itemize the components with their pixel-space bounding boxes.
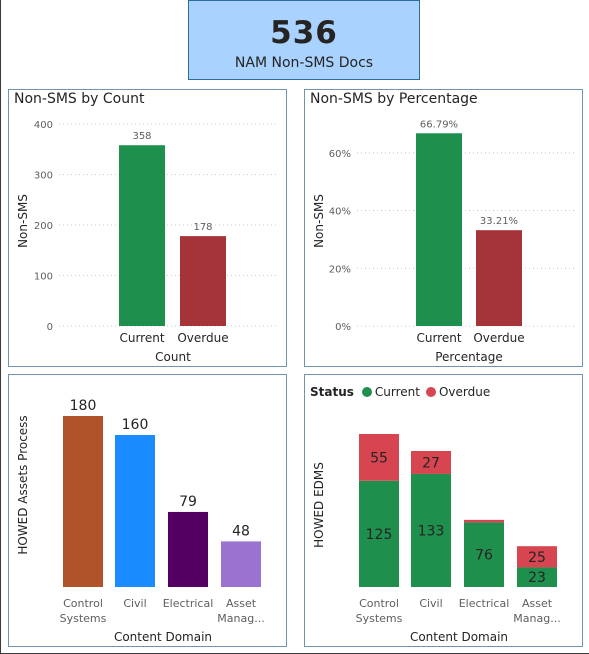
kpi-card[interactable]: 536 NAM Non-SMS Docs bbox=[188, 0, 420, 80]
bar-current bbox=[416, 133, 462, 326]
data-label-overdue: 25 bbox=[528, 550, 546, 566]
data-label: 358 bbox=[132, 131, 151, 142]
bar-current bbox=[411, 473, 451, 587]
x-tick-label: Civil bbox=[419, 597, 442, 610]
x-tick-label: Manag... bbox=[513, 612, 560, 625]
bar-current bbox=[517, 567, 557, 587]
chart-panel-assets[interactable]: 180 Control Systems 160 Civil 79 Electrical 48 A… bbox=[8, 374, 287, 647]
y-tick-label: 400 bbox=[34, 120, 53, 131]
x-tick-label: Civil bbox=[123, 597, 146, 610]
y-axis-title: HOWED EDMS bbox=[312, 462, 326, 548]
chart-panel-percentage[interactable]: Non-SMS by Percentage 0% 20% 40% 60% 66.79% C… bbox=[304, 89, 583, 367]
legend-overdue-dot bbox=[425, 387, 436, 397]
y-tick-label: 0% bbox=[335, 322, 351, 333]
chart-legend: Status Current Overdue bbox=[310, 385, 494, 399]
y-tick-label: 0 bbox=[47, 322, 53, 333]
y-axis-title: Non-SMS bbox=[312, 194, 326, 248]
x-tick-label: Asset bbox=[522, 597, 553, 610]
x-tick-label: Overdue bbox=[177, 331, 228, 345]
kpi-label: NAM Non-SMS Docs bbox=[234, 55, 374, 71]
data-label-current: 76 bbox=[475, 548, 493, 564]
chart-title: Non-SMS by Count bbox=[14, 91, 145, 107]
bar-overdue bbox=[180, 236, 226, 326]
chart-edms-svg: 125 55 Control Systems 133 27 Civil 76 Electrica… bbox=[312, 434, 561, 644]
y-tick-label: 300 bbox=[34, 171, 53, 182]
bar-overdue bbox=[476, 230, 522, 326]
y-axis-title: Non-SMS bbox=[16, 194, 30, 248]
data-label-current: 23 bbox=[528, 570, 546, 586]
x-tick-label: Systems bbox=[60, 612, 107, 625]
data-label: 178 bbox=[193, 222, 212, 233]
legend-current-dot bbox=[361, 387, 372, 397]
data-label-current: 125 bbox=[366, 527, 393, 543]
chart-percentage-svg: 0% 20% 40% 60% 66.79% Current 33.21% Overdue Per… bbox=[312, 119, 575, 364]
y-axis-title: HOWED Assets Process bbox=[16, 415, 30, 554]
bar bbox=[221, 541, 261, 587]
frame-left-border bbox=[0, 0, 1, 654]
data-label: 66.79% bbox=[420, 119, 458, 130]
y-tick-label: 40% bbox=[329, 207, 351, 218]
data-label-current: 133 bbox=[418, 523, 445, 539]
chart-panel-count[interactable]: Non-SMS by Count 0 100 200 300 400 358 Current… bbox=[8, 89, 287, 367]
x-tick-label: Systems bbox=[356, 612, 403, 625]
bar bbox=[115, 435, 155, 587]
x-tick-label: Electrical bbox=[163, 597, 214, 610]
chart-panel-edms[interactable]: Status Current Overdue 125 55 Control Syste… bbox=[304, 374, 583, 647]
x-tick-label: Manag... bbox=[217, 612, 264, 625]
data-label: 180 bbox=[70, 398, 97, 414]
x-axis-title: Content Domain bbox=[114, 630, 212, 644]
chart-count-svg: 0 100 200 300 400 358 Current 178 Overdue Count No… bbox=[16, 120, 279, 364]
x-tick-label: Electrical bbox=[459, 597, 510, 610]
legend-current[interactable]: Current bbox=[374, 385, 420, 399]
y-tick-label: 200 bbox=[34, 221, 53, 232]
x-tick-label: Overdue bbox=[473, 331, 524, 345]
x-tick-label: Control bbox=[359, 597, 399, 610]
data-label: 79 bbox=[179, 494, 197, 510]
data-label: 33.21% bbox=[480, 216, 518, 227]
bar-overdue bbox=[411, 451, 451, 474]
bar-current bbox=[359, 480, 399, 587]
x-tick-label: Asset bbox=[226, 597, 257, 610]
kpi-value: 536 bbox=[270, 15, 338, 51]
bar-current bbox=[119, 145, 165, 326]
x-tick-label: Current bbox=[119, 331, 164, 345]
data-label-overdue: 55 bbox=[370, 450, 388, 466]
data-label: 160 bbox=[122, 417, 149, 433]
y-tick-label: 60% bbox=[329, 149, 351, 160]
bar-overdue bbox=[517, 546, 557, 568]
x-axis-title: Percentage bbox=[435, 350, 503, 364]
chart-title: Non-SMS by Percentage bbox=[310, 91, 478, 107]
x-axis-title: Content Domain bbox=[410, 630, 508, 644]
x-tick-label: Control bbox=[63, 597, 103, 610]
legend-title: Status bbox=[310, 385, 354, 399]
bar-overdue bbox=[359, 434, 399, 481]
data-label-overdue: 27 bbox=[422, 455, 440, 471]
bar-overdue bbox=[464, 519, 504, 523]
chart-assets-svg: 180 Control Systems 160 Civil 79 Electrical 48 A… bbox=[16, 398, 265, 644]
legend-overdue[interactable]: Overdue bbox=[438, 385, 491, 399]
y-tick-label: 20% bbox=[329, 264, 351, 275]
x-axis-title: Count bbox=[155, 350, 191, 364]
x-tick-label: Current bbox=[416, 331, 461, 345]
bar bbox=[63, 416, 103, 587]
bar-current bbox=[464, 522, 504, 587]
data-label: 48 bbox=[232, 523, 250, 539]
y-tick-label: 100 bbox=[34, 272, 53, 283]
bar bbox=[168, 511, 208, 587]
